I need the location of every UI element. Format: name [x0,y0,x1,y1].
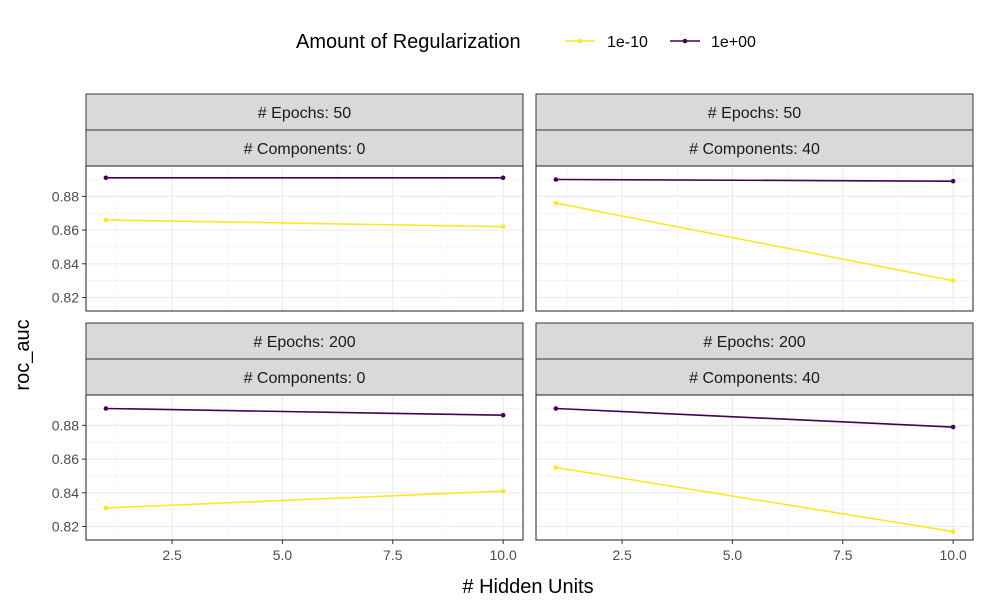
x-tick-label: 5.0 [723,547,743,563]
data-point [500,175,506,181]
x-tick-label: 2.5 [162,547,182,563]
series-line [555,466,954,533]
data-point [553,406,559,411]
strip-background [535,358,974,396]
series-1e+00 [103,406,506,418]
y-tick-label: 0.84 [52,485,79,501]
legend-key-point [682,38,688,44]
y-tick-label: 0.82 [52,519,79,535]
data-point [553,200,559,206]
strip-label: # Components: 0 [244,370,366,387]
series-line [555,178,954,182]
facet-panel: # Epochs: 200 # Components: 0 0.82 0.84 0.86… [52,322,524,563]
strip-background [535,129,974,167]
facet-panel: # Epochs: 50 # Components: 0 0.82 0.84 0.86 0… [52,93,524,312]
panel-border [535,165,974,312]
strip-components: # Components: 0 [85,129,524,167]
legend-label: 1e+00 [711,34,756,51]
y-axis-title: roc_auc [12,319,34,390]
strip-epochs: # Epochs: 200 [535,322,974,360]
x-tick-label: 7.5 [383,547,403,563]
strip-background [85,93,524,131]
data-point [103,505,109,511]
strip-epochs: # Epochs: 50 [535,93,974,131]
series-1e-10 [103,217,506,229]
x-tick-label: 7.5 [833,547,853,563]
series-line [105,490,504,509]
panel-border [535,394,974,541]
legend: Amount of Regularization 1e-10 1e+00 [296,31,756,53]
legend-label: 1e-10 [607,34,648,51]
data-point [103,175,109,181]
series-1e+00 [103,175,506,181]
strip-label: # Epochs: 50 [708,105,802,122]
legend-entry: 1e+00 [670,34,756,51]
series-1e-10 [553,200,956,283]
data-point [950,424,956,430]
strip-label: # Components: 40 [689,141,820,158]
facet-panel: # Epochs: 200 # Components: 40 2.5 5.0 7.5 10… [535,322,974,563]
series-line [105,219,504,228]
series-line [555,202,954,282]
x-tick-label: 10.0 [490,547,517,563]
strip-components: # Components: 40 [535,129,974,167]
data-point [950,278,956,283]
series-1e-10 [103,488,506,511]
data-point [950,178,956,184]
panel-background [86,166,523,311]
series-line [105,407,504,417]
gridlines [536,166,973,311]
x-tick-label: 5.0 [273,547,293,563]
y-tick-label: 0.86 [52,451,79,467]
x-tick-label: 2.5 [612,547,632,563]
y-tick-label: 0.84 [52,256,79,272]
strip-background [85,358,524,396]
series-line [555,407,954,428]
data-point [553,465,559,470]
panel-background [536,395,973,540]
strip-label: # Epochs: 200 [253,334,355,351]
strip-label: # Components: 0 [244,141,366,158]
series-1e-10 [553,465,956,534]
data-point [500,224,506,229]
strip-label: # Epochs: 50 [258,105,352,122]
series-1e+00 [553,406,956,430]
strip-epochs: # Epochs: 200 [85,322,524,360]
data-point [103,217,109,223]
series-1e+00 [553,177,956,184]
panel-background [536,166,973,311]
panel-border [85,394,524,541]
strip-label: # Epochs: 200 [703,334,805,351]
y-tick-label: 0.86 [52,222,79,238]
x-axis-title: # Hidden Units [462,576,593,598]
data-point [103,406,109,411]
data-point [950,529,956,534]
strip-background [85,322,524,360]
legend-title: Amount of Regularization [296,31,521,53]
facet-panels: # Epochs: 50 # Components: 0 0.82 0.84 0.86 0… [52,93,974,563]
data-point [500,412,506,418]
y-tick-label: 0.82 [52,290,79,306]
panel-border [85,165,524,312]
y-tick-label: 0.88 [52,188,79,204]
strip-background [85,129,524,167]
strip-components: # Components: 40 [535,358,974,396]
facet-panel: # Epochs: 50 # Components: 40 [535,93,974,312]
strip-epochs: # Epochs: 50 [85,93,524,131]
data-point [500,488,506,494]
legend-entry: 1e-10 [565,34,648,51]
data-point [553,177,559,182]
strip-label: # Components: 40 [689,370,820,387]
gridlines [86,166,523,311]
panel-background [86,395,523,540]
strip-background [535,322,974,360]
x-tick-label: 10.0 [940,547,967,563]
y-tick-label: 0.88 [52,417,79,433]
legend-key-point [577,38,583,44]
strip-components: # Components: 0 [85,358,524,396]
